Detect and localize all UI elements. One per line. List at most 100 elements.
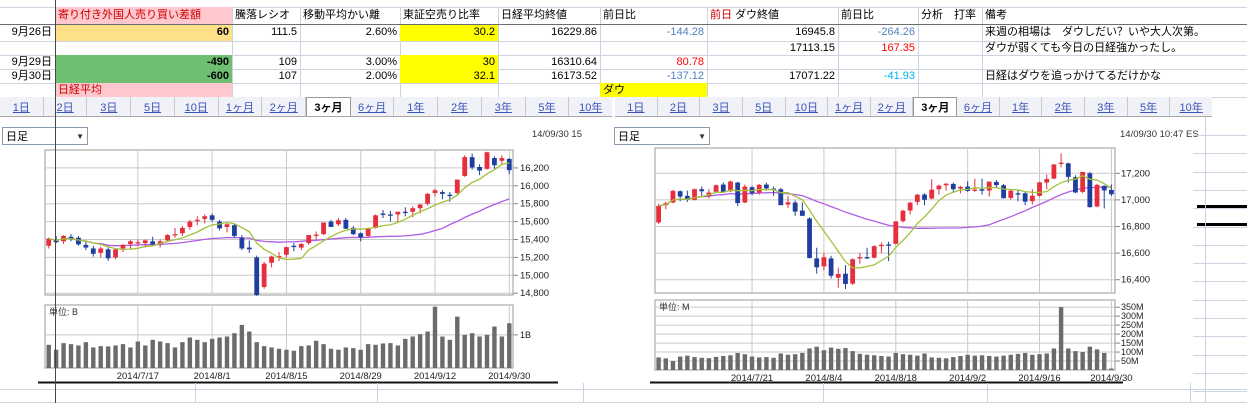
cell-nikkei-close[interactable]: 16310.64 xyxy=(551,56,597,68)
header-foreign-diff[interactable]: 寄り付き外国人売り買い差額 xyxy=(55,7,232,24)
cell-dow-close[interactable]: 17071.22 xyxy=(789,70,835,82)
cell-foreign-diff[interactable]: -490 xyxy=(55,55,232,69)
cell-ma-deviation[interactable] xyxy=(300,41,400,55)
dow-period-tabstrip: 1日 2日 3日 5日 10日 1ヶ月 2ヶ月 3ヶ月 6ヶ月 1年 2年 3年 5年 10年 xyxy=(615,97,1212,117)
cell-nikkei-close[interactable] xyxy=(498,41,600,55)
dow-tab-5年[interactable]: 5年 xyxy=(1128,97,1171,116)
gridline xyxy=(987,383,988,403)
nikkei-tab-6ヶ月[interactable]: 6ヶ月 xyxy=(351,97,395,116)
cell-remarks[interactable]: 来週の相場は ダウしだい？いや大人次第。 xyxy=(985,26,1205,38)
gridline xyxy=(982,7,983,97)
cell-remarks[interactable]: 日経はダウを追っかけてるだけかな xyxy=(985,70,1161,82)
cell-tse-short-ratio[interactable]: 30 xyxy=(400,55,498,69)
header-dow-close-label: ダウ終値 xyxy=(735,9,780,21)
dow-tab-5日[interactable]: 5日 xyxy=(743,97,786,116)
cell-nikkei-change[interactable]: -144.28 xyxy=(666,26,704,38)
dow-tab-6ヶ月[interactable]: 6ヶ月 xyxy=(957,97,1000,116)
header-tse-short-ratio[interactable]: 東証空売り比率 xyxy=(403,9,480,21)
cell-foreign-diff[interactable]: -600 xyxy=(55,69,232,83)
nikkei-tab-1年[interactable]: 1年 xyxy=(394,97,439,116)
dow-tab-1日[interactable]: 1日 xyxy=(615,97,658,116)
nikkei-tab-5年[interactable]: 5年 xyxy=(526,97,570,116)
cell-date[interactable] xyxy=(0,41,55,55)
gridline xyxy=(498,7,499,97)
gridline xyxy=(0,389,1247,390)
cell-foreign-diff[interactable] xyxy=(55,41,232,55)
cell-nikkei-close[interactable]: 16229.86 xyxy=(551,26,597,38)
cell-date[interactable]: 9月26日 xyxy=(11,26,52,38)
header-updown-ratio[interactable]: 騰落レシオ xyxy=(235,9,290,21)
cell-date[interactable]: 9月29日 xyxy=(11,56,52,68)
nikkei-tab-3年[interactable]: 3年 xyxy=(482,97,526,116)
cell-tse-short-ratio[interactable]: 30.2 xyxy=(400,24,498,41)
header-nikkei-change[interactable]: 前日比 xyxy=(603,9,636,21)
cell-ma-deviation[interactable]: 3.00% xyxy=(365,56,397,68)
dow-tab-10日[interactable]: 10日 xyxy=(786,97,829,116)
nikkei-tab-2日[interactable]: 2日 xyxy=(44,97,88,116)
cell-dow-close[interactable] xyxy=(707,55,838,69)
cell-tse-short-ratio[interactable] xyxy=(400,41,498,55)
cell-ma-deviation[interactable]: 2.00% xyxy=(365,70,397,82)
gridline xyxy=(1193,172,1247,173)
header-ma-deviation[interactable]: 移動平均かい離 xyxy=(303,9,380,21)
dow-tab-3日[interactable]: 3日 xyxy=(700,97,743,116)
dow-interval-dropdown[interactable]: 日足 ▼ xyxy=(614,127,710,145)
nikkei-tab-1ヶ月[interactable]: 1ヶ月 xyxy=(219,97,263,116)
header-remarks[interactable]: 備考 xyxy=(985,9,1007,21)
cell-date[interactable]: 9月30日 xyxy=(11,70,52,82)
gridline xyxy=(1193,245,1247,246)
cell-ma-deviation[interactable]: 2.60% xyxy=(365,26,397,38)
dow-tab-2日[interactable]: 2日 xyxy=(658,97,701,116)
dow-tab-3年[interactable]: 3年 xyxy=(1085,97,1128,116)
header-nikkei-close[interactable]: 日経平均終値 xyxy=(501,9,567,21)
gridline xyxy=(1193,208,1247,209)
nikkei-tab-10年[interactable]: 10年 xyxy=(579,101,603,114)
dow-tab-10年[interactable]: 10年 xyxy=(1179,101,1203,114)
cell-tse-short-ratio[interactable]: 32.1 xyxy=(400,69,498,83)
label-nikkei[interactable]: 日経平均 xyxy=(55,83,232,97)
cell-remarks[interactable] xyxy=(982,55,1210,69)
dow-tab-1年[interactable]: 1年 xyxy=(1000,97,1043,116)
thick-border xyxy=(1197,205,1247,208)
cell-updown-ratio[interactable]: 109 xyxy=(278,56,297,68)
cell-dow-close[interactable]: 17113.15 xyxy=(789,42,835,54)
gridline xyxy=(1193,135,1247,136)
gridline xyxy=(1193,190,1247,191)
nikkei-tab-3日[interactable]: 3日 xyxy=(87,97,132,116)
dow-tab-1ヶ月[interactable]: 1ヶ月 xyxy=(828,97,871,116)
cell-updown-ratio[interactable] xyxy=(232,41,300,55)
header-dow-change[interactable]: 前日比 xyxy=(841,9,874,21)
dow-tab-2年[interactable]: 2年 xyxy=(1042,97,1086,116)
nikkei-tab-1日[interactable]: 1日 xyxy=(0,97,44,116)
gridline xyxy=(1193,318,1247,319)
nikkei-tab-2ヶ月[interactable]: 2ヶ月 xyxy=(262,97,307,116)
cell-dow-close[interactable]: 16945.8 xyxy=(795,26,835,38)
nikkei-tab-2年[interactable]: 2年 xyxy=(438,97,482,116)
gridline xyxy=(838,7,839,97)
cell-nikkei-close[interactable]: 16173.52 xyxy=(551,70,597,82)
cell-foreign-diff[interactable]: 60 xyxy=(55,24,232,41)
cell-nikkei-change[interactable]: 80.78 xyxy=(676,56,704,68)
cell-updown-ratio[interactable]: 107 xyxy=(278,70,297,82)
header-analysis[interactable]: 分析 打率 xyxy=(921,9,976,21)
cell-dow-change[interactable]: -41.93 xyxy=(883,70,915,82)
dow-chart-timestamp: 14/09/30 10:47 ES xyxy=(1120,129,1199,140)
gridline xyxy=(918,7,919,97)
nikkei-interval-dropdown[interactable]: 日足 ▼ xyxy=(2,127,88,145)
nikkei-tab-3ヶ月[interactable]: 3ヶ月 xyxy=(306,97,351,116)
label-dow[interactable]: ダウ xyxy=(600,83,707,97)
cell-dow-change[interactable] xyxy=(838,55,918,69)
cell-remarks[interactable]: ダウが弱くても今日の日経強かったし。 xyxy=(985,42,1183,54)
cell-updown-ratio[interactable]: 111.5 xyxy=(271,26,297,38)
cell-dow-change[interactable]: -264.26 xyxy=(877,26,915,38)
cell-nikkei-change[interactable] xyxy=(600,41,707,55)
dow-tab-2ヶ月[interactable]: 2ヶ月 xyxy=(871,97,914,116)
nikkei-tab-10日[interactable]: 10日 xyxy=(175,97,219,116)
gridline xyxy=(1190,383,1191,403)
cell-dow-change[interactable]: 167.35 xyxy=(881,42,915,54)
header-dow-close[interactable]: 前日 ダウ終値 xyxy=(707,7,838,24)
dow-tab-3ヶ月[interactable]: 3ヶ月 xyxy=(913,97,958,116)
header-prev-day: 前日 xyxy=(710,9,736,21)
cell-nikkei-change[interactable]: -137.12 xyxy=(666,70,704,82)
nikkei-tab-5日[interactable]: 5日 xyxy=(131,97,175,116)
